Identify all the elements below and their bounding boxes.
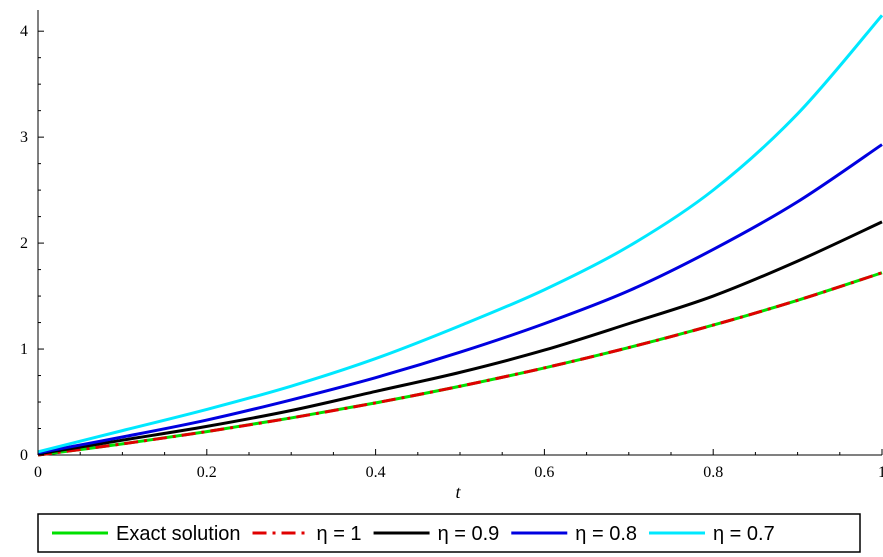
series-line-2 — [37, 271, 883, 457]
x-tick-label: 0.6 — [534, 464, 554, 481]
series-line-5 — [37, 14, 883, 454]
y-tick-label: 0 — [20, 447, 28, 464]
legend-box — [37, 513, 861, 553]
legend-label-5: η = 0.7 — [713, 523, 775, 545]
x-tick-label: 0.2 — [197, 464, 217, 481]
x-tick-label: 0 — [34, 464, 42, 481]
legend-label-3: η = 0.9 — [438, 523, 500, 545]
x-tick-label: 0.8 — [703, 464, 723, 481]
series-layer — [37, 14, 883, 457]
y-tick-label: 4 — [20, 23, 28, 40]
x-tick-label: 1 — [878, 464, 883, 481]
y-tick-label: 2 — [20, 235, 28, 252]
y-tick-label: 1 — [20, 341, 28, 358]
ticks-layer: 0 0.2 0.4 0.6 0.8 1 0 1 2 3 4 — [20, 23, 883, 481]
x-axis-title: t — [455, 482, 461, 502]
legend: Exact solution η = 1 η = 0.9 η = 0.8 η = 0.7 — [37, 513, 861, 553]
x-tick-label: 0.4 — [366, 464, 386, 481]
legend-label-1: Exact solution — [116, 523, 241, 545]
axes — [37, 10, 882, 456]
legend-label-2: η = 1 — [317, 523, 362, 545]
legend-label-4: η = 0.8 — [575, 523, 637, 545]
y-tick-label: 3 — [20, 129, 28, 146]
series-line-4 — [37, 143, 883, 455]
series-line-3 — [37, 220, 883, 456]
